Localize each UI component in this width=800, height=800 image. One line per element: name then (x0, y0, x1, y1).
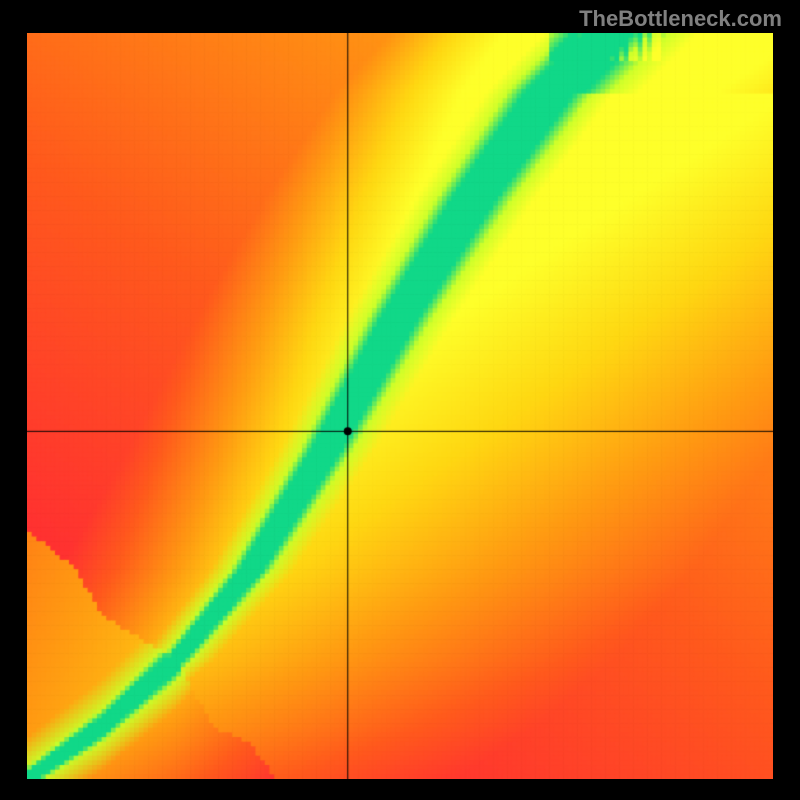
watermark-text: TheBottleneck.com (579, 6, 782, 32)
heatmap-plot (27, 33, 773, 779)
heatmap-canvas (27, 33, 773, 779)
chart-container: TheBottleneck.com (0, 0, 800, 800)
